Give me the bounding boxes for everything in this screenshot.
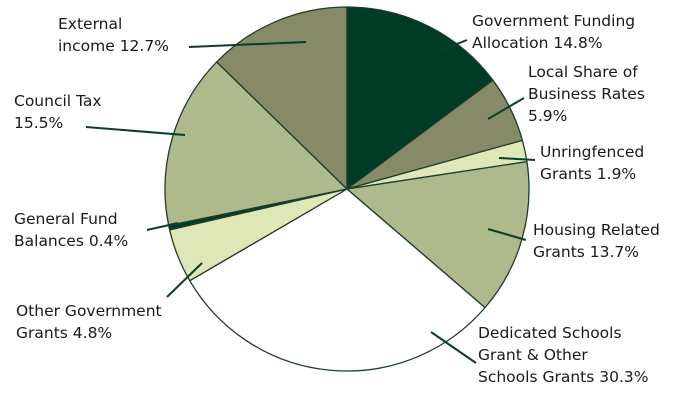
slice-label-line: Unringfenced bbox=[540, 143, 644, 161]
slice-label-line: 5.9% bbox=[528, 107, 567, 125]
slice-label-line: General Fund bbox=[14, 210, 118, 228]
slice-label-line: Council Tax bbox=[14, 92, 102, 110]
leader-line-9 bbox=[188, 41, 307, 48]
slice-labels: Government Funding Allocation 14.8% Local … bbox=[14, 12, 660, 386]
slice-label-line: Grant & Other bbox=[478, 346, 588, 364]
slice-label-line: External bbox=[58, 15, 122, 33]
pie-slices bbox=[164, 6, 530, 372]
leader-line-4 bbox=[487, 228, 527, 241]
leader-line-3 bbox=[498, 157, 536, 161]
slice-label-5: Dedicated Schools Grant & Other Schools Gr… bbox=[478, 324, 649, 386]
pie-slice-8 bbox=[164, 61, 348, 226]
slice-label-line: income 12.7% bbox=[58, 37, 169, 55]
slice-label-9: External income 12.7% bbox=[58, 15, 169, 55]
leader-lines bbox=[85, 39, 536, 364]
slice-label-line: 15.5% bbox=[14, 114, 63, 132]
slice-label-line: Allocation 14.8% bbox=[472, 34, 603, 52]
slice-label-line: Business Rates bbox=[528, 85, 645, 103]
slice-label-line: Grants 1.9% bbox=[540, 165, 636, 183]
slice-label-8: Council Tax 15.5% bbox=[14, 92, 102, 132]
slice-label-line: Housing Related bbox=[533, 221, 660, 239]
slice-label-3: Unringfenced Grants 1.9% bbox=[540, 143, 644, 183]
slice-label-7: General Fund Balances 0.4% bbox=[14, 210, 128, 250]
leader-line-8 bbox=[85, 126, 186, 136]
slice-label-2: Local Share of Business Rates 5.9% bbox=[528, 63, 645, 125]
pie-slice-5 bbox=[189, 188, 486, 372]
leader-line-2 bbox=[487, 97, 525, 120]
slice-label-line: Other Government bbox=[16, 302, 162, 320]
leader-line-7 bbox=[146, 222, 179, 231]
slice-label-line: Balances 0.4% bbox=[14, 232, 128, 250]
slice-label-4: Housing Related Grants 13.7% bbox=[533, 221, 660, 261]
slice-label-1: Government Funding Allocation 14.8% bbox=[472, 12, 635, 52]
slice-label-line: Local Share of bbox=[528, 63, 638, 81]
leader-line-5 bbox=[430, 331, 477, 364]
slice-label-6: Other Government Grants 4.8% bbox=[16, 302, 162, 342]
leader-line-1 bbox=[435, 39, 468, 53]
leader-line-6 bbox=[166, 262, 203, 298]
pie-slice-1 bbox=[346, 6, 494, 190]
slice-label-line: Government Funding bbox=[472, 12, 635, 30]
slice-label-line: Schools Grants 30.3% bbox=[478, 368, 649, 386]
slice-label-line: Dedicated Schools bbox=[478, 324, 622, 342]
slice-label-line: Grants 13.7% bbox=[533, 243, 639, 261]
pie-slice-9 bbox=[216, 6, 348, 190]
slice-label-line: Grants 4.8% bbox=[16, 324, 112, 342]
